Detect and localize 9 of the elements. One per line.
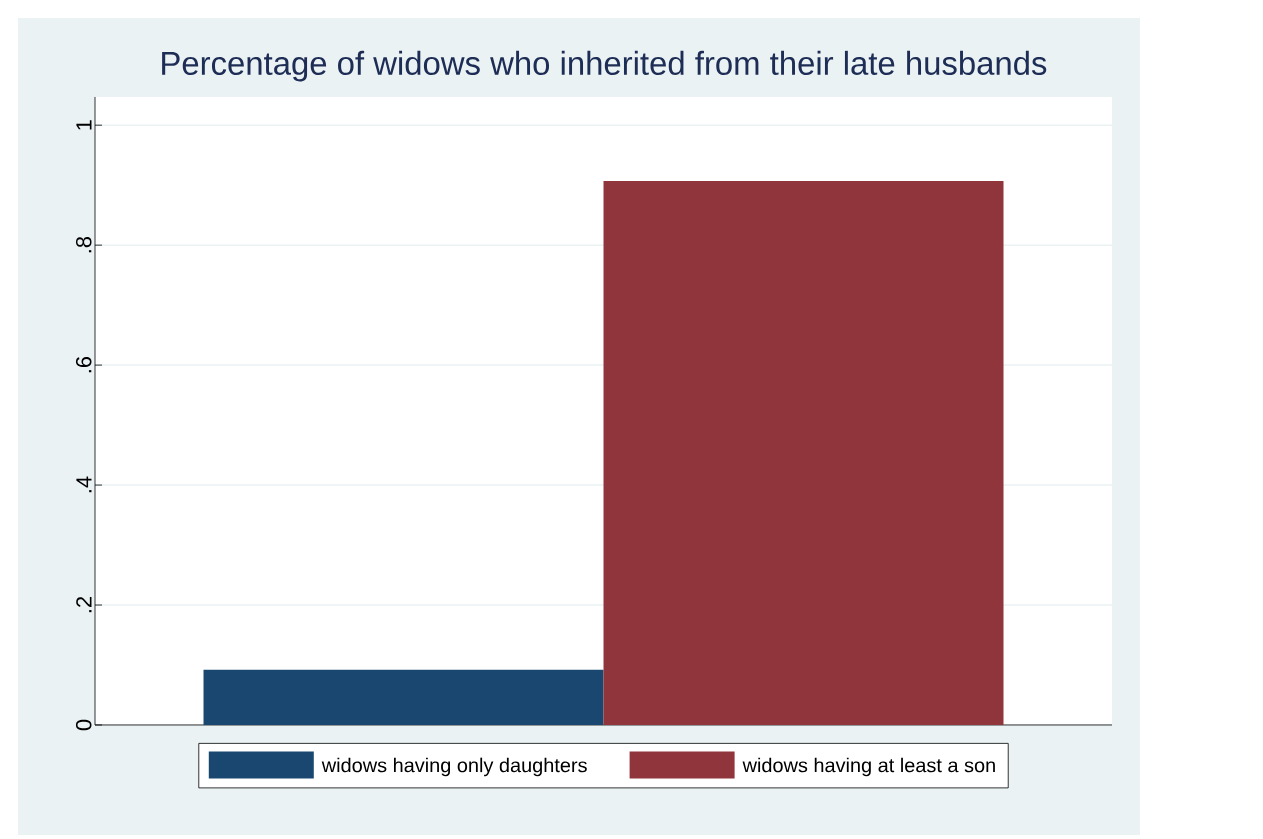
- y-tick-label: .2: [76, 596, 92, 613]
- series-label: widows having only daughters: [321, 757, 587, 777]
- y-tick-label: 0: [75, 719, 92, 731]
- y-tick-label: .8: [75, 236, 92, 253]
- y-tick-label: 1: [76, 120, 92, 130]
- chart-title: Percentage of widows who inherited from their late husbands: [162, 50, 1047, 82]
- series-label: widows having at least a son: [742, 757, 995, 777]
- y-tick-label: .6: [75, 356, 92, 373]
- y-tick-label: .4: [76, 476, 92, 493]
